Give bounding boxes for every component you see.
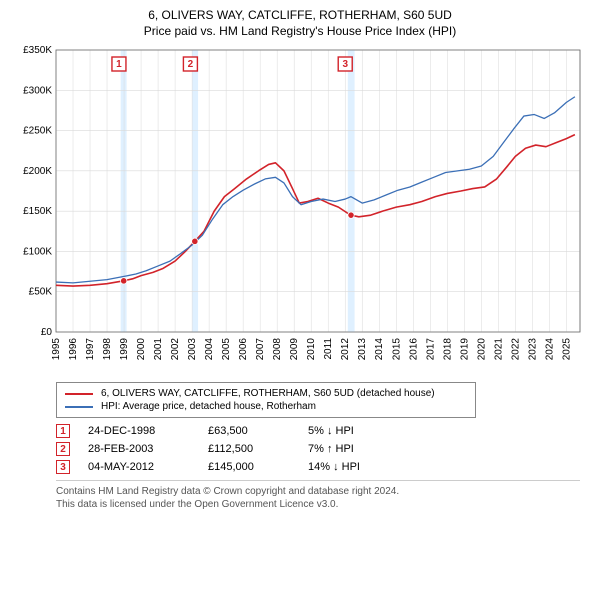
line-chart-svg: £0 £50K £100K £150K £200K £250K £300K £350K 1995… (10, 44, 590, 374)
x-axis-tick-label: 2001 (153, 338, 164, 361)
x-axis-tick-label: 2018 (442, 338, 453, 361)
transactions-list: 1 24-DEC-1998£63,5005% ↓ HPI 2 28-FEB-2003£… (10, 424, 590, 474)
x-axis-tick-label: 2014 (374, 338, 385, 361)
legend-label: 6, OLIVERS WAY, CATCLIFFE, ROTHERHAM, S6… (101, 388, 435, 399)
x-axis-tick-label: 2023 (527, 338, 538, 361)
transaction-row: 3 04-MAY-2012£145,00014% ↓ HPI (56, 460, 590, 474)
transaction-hpi-delta: 5% ↓ HPI (308, 425, 408, 437)
x-axis-tick-label: 2017 (425, 338, 436, 361)
x-axis-tick-label: 1997 (85, 338, 96, 361)
footer-attribution: Contains HM Land Registry data © Crown c… (56, 480, 580, 511)
legend-item: 6, OLIVERS WAY, CATCLIFFE, ROTHERHAM, S6… (65, 387, 467, 400)
x-axis-tick-label: 2015 (391, 338, 402, 361)
x-axis-tick-label: 2024 (544, 338, 555, 361)
x-axis-tick-label: 2016 (408, 338, 419, 361)
legend-swatch (65, 406, 93, 408)
y-axis-tick-label: £300K (23, 85, 52, 96)
x-axis-tick-label: 2007 (255, 338, 266, 361)
transaction-date: 28-FEB-2003 (88, 443, 208, 455)
x-axis-tick-label: 1995 (51, 338, 62, 361)
x-axis-tick-label: 2011 (323, 338, 334, 360)
x-axis-tick-label: 2005 (221, 338, 232, 361)
y-axis-tick-label: £0 (41, 327, 53, 338)
x-axis-tick-label: 2010 (306, 338, 317, 361)
x-axis-tick-label: 1998 (102, 338, 113, 361)
transaction-point-1 (121, 278, 127, 284)
transaction-marker-1: 1 (112, 57, 126, 71)
y-axis-tick-label: £150K (23, 206, 52, 217)
transaction-marker-3: 3 (338, 57, 352, 71)
legend-item: HPI: Average price, detached house, Roth… (65, 400, 467, 413)
transaction-price: £112,500 (208, 443, 308, 455)
x-axis-tick-label: 2004 (204, 338, 215, 361)
transaction-hpi-delta: 14% ↓ HPI (308, 461, 408, 473)
title-address: 6, OLIVERS WAY, CATCLIFFE, ROTHERHAM, S6… (10, 8, 590, 22)
x-axis-tick-label: 2000 (136, 338, 147, 361)
legend-label: HPI: Average price, detached house, Roth… (101, 401, 316, 412)
x-axis-tick-label: 2020 (476, 338, 487, 361)
legend: 6, OLIVERS WAY, CATCLIFFE, ROTHERHAM, S6… (56, 382, 476, 418)
x-axis-tick-label: 1996 (68, 338, 79, 361)
title-subtitle: Price paid vs. HM Land Registry's House … (10, 24, 590, 38)
y-axis-tick-label: £250K (23, 126, 52, 137)
chart-plot-area: £0 £50K £100K £150K £200K £250K £300K £350K 1995… (10, 44, 590, 374)
x-axis-tick-label: 2019 (459, 338, 470, 361)
x-axis-tick-label: 2013 (357, 338, 368, 361)
transaction-date: 04-MAY-2012 (88, 461, 208, 473)
x-axis-tick-label: 2006 (238, 338, 249, 361)
x-axis-tick-label: 1999 (119, 338, 130, 361)
y-axis-tick-label: £350K (23, 45, 52, 56)
x-axis-tick-label: 2002 (170, 338, 181, 361)
transaction-row: 2 28-FEB-2003£112,5007% ↑ HPI (56, 442, 590, 456)
legend-swatch (65, 393, 93, 395)
y-axis-tick-label: £200K (23, 166, 52, 177)
chart-container: 6, OLIVERS WAY, CATCLIFFE, ROTHERHAM, S6… (0, 0, 600, 517)
title-block: 6, OLIVERS WAY, CATCLIFFE, ROTHERHAM, S6… (10, 8, 590, 38)
y-axis-tick-label: £100K (23, 246, 52, 257)
transaction-point-2 (192, 238, 198, 244)
x-axis-tick-label: 2008 (272, 338, 283, 361)
y-axis-tick-label: £50K (29, 287, 53, 298)
transaction-marker-box: 2 (56, 442, 70, 456)
transaction-hpi-delta: 7% ↑ HPI (308, 443, 408, 455)
transaction-date: 24-DEC-1998 (88, 425, 208, 437)
x-axis-tick-label: 2003 (187, 338, 198, 361)
x-axis-tick-label: 2012 (340, 338, 351, 361)
x-axis-tick-label: 2022 (510, 338, 521, 361)
svg-text:1: 1 (116, 59, 122, 70)
transaction-marker-box: 3 (56, 460, 70, 474)
transaction-point-3 (348, 212, 354, 218)
footer-line1: Contains HM Land Registry data © Crown c… (56, 485, 580, 498)
x-axis-tick-label: 2025 (561, 338, 572, 361)
svg-text:2: 2 (188, 59, 194, 70)
transaction-marker-2: 2 (183, 57, 197, 71)
svg-text:3: 3 (342, 59, 348, 70)
transaction-row: 1 24-DEC-1998£63,5005% ↓ HPI (56, 424, 590, 438)
x-axis-tick-label: 2009 (289, 338, 300, 361)
x-axis-tick-label: 2021 (493, 338, 504, 361)
transaction-price: £63,500 (208, 425, 308, 437)
transaction-price: £145,000 (208, 461, 308, 473)
footer-line2: This data is licensed under the Open Gov… (56, 498, 580, 511)
transaction-marker-box: 1 (56, 424, 70, 438)
